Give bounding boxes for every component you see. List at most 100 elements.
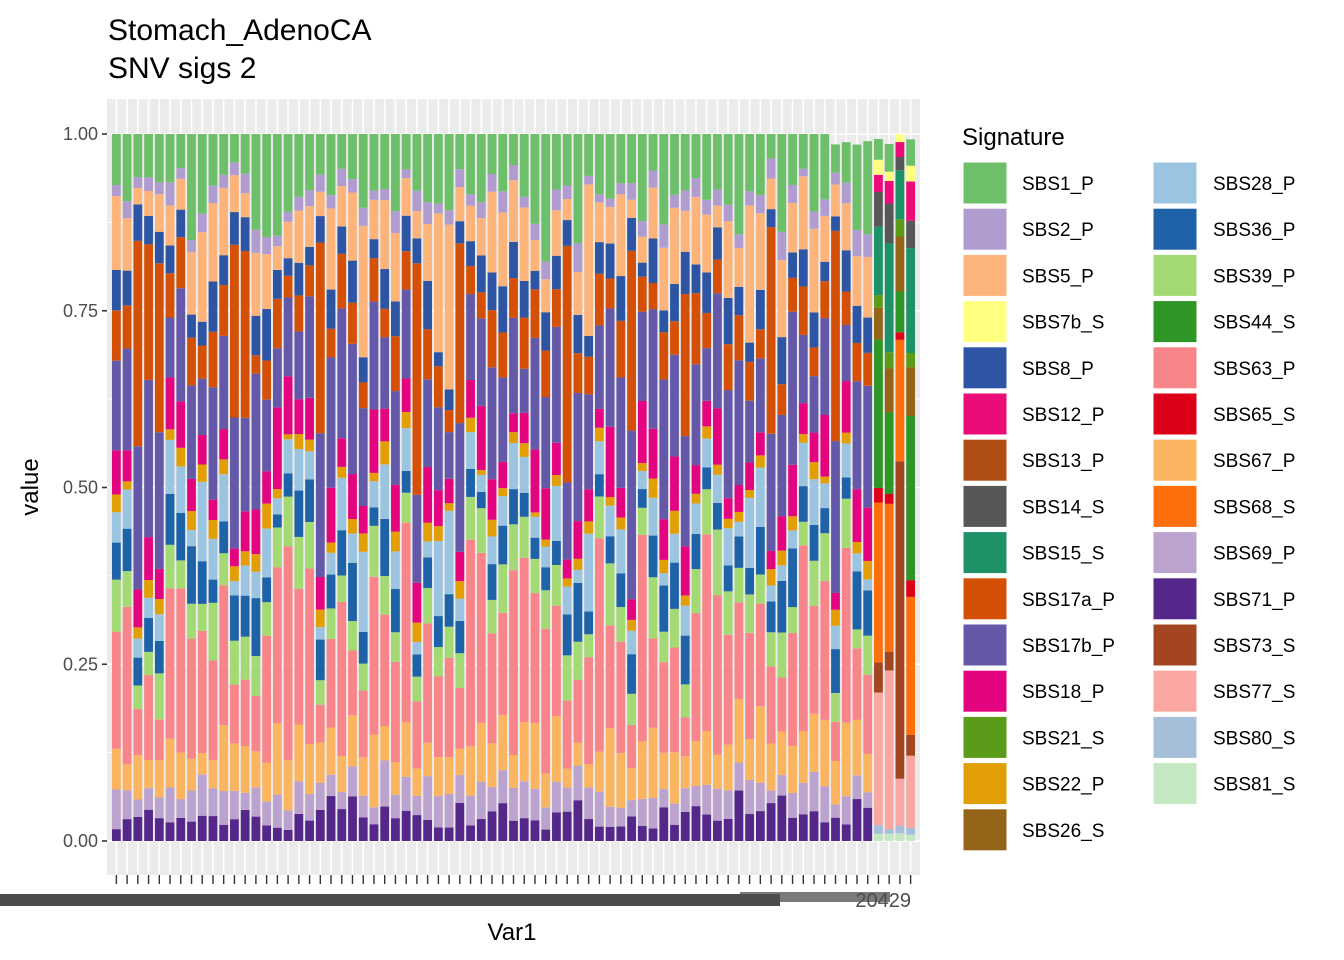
bar-segment-sbs18-p [841,381,851,433]
bar-segment-sbs2-p [165,182,175,206]
bar-segment-sbs5-p [605,207,615,244]
bar-segment-sbs8-p [831,216,840,231]
bar-segment-sbs67-p [852,719,862,776]
bar-segment-sbs22-p [863,560,873,580]
bar-segment-sbs67-p [713,754,722,789]
bar-segment-sbs36-p [723,565,733,592]
legend-key [962,346,1008,390]
bar-segment-sbs5-p [841,203,851,251]
bar-segment-sbs71-p [401,810,411,841]
bar-segment-sbs17b-p [358,408,368,506]
bar-segment-sbs5-p [412,211,422,239]
bar-segment-sbs71-p [197,815,207,841]
bar-segment-sbs65-s [906,580,916,597]
legend-key [1152,392,1198,436]
bar-segment-sbs22-p [165,429,175,440]
bar-segment-sbs67-p [466,746,475,796]
bar-segment-sbs39-p [230,640,239,685]
legend-label: SBS14_S [1022,497,1104,518]
bar-segment-sbs44-s [884,412,894,494]
bar-segment-sbs69-p [659,789,669,808]
bar-segment-sbs67-p [809,713,819,772]
bar-segment-sbs22-p [380,441,390,465]
bar-segment-sbs67-p [326,727,336,775]
bar-segment-sbs36-p [165,493,175,545]
bar-segment-sbs22-p [841,432,851,444]
bar-segment-sbs69-p [766,790,776,804]
bar-segment-sbs71-p [358,817,368,841]
bar-segment-sbs8-p [176,209,186,238]
bar-segment-sbs22-p [702,426,712,439]
bar-segment-sbs39-p [358,663,368,691]
bar-segment-sbs67-p [111,748,121,790]
bar-segment-sbs18-p [605,426,615,498]
bar-segment-sbs21-s [906,352,916,368]
bar-segment-sbs63-p [466,539,475,747]
bar-segment-sbs28-p [466,432,475,469]
bar-segment-sbs17b-p [315,433,325,578]
bar-segment-sbs39-p [369,525,379,577]
bar-segment-sbs22-p [337,466,347,478]
legend-label: SBS44_S [1213,313,1295,334]
bar-segment-sbs39-p [133,685,143,709]
bar-segment-sbs18-p [659,519,669,560]
bar-segment-sbs5-p [616,194,626,277]
bar-segment-sbs39-p [852,629,862,649]
legend-label: SBS2_P [1022,220,1094,241]
bar-segment-sbs28-p [326,552,336,575]
bar-segment-sbs2-p [798,168,808,177]
bar-segment-sbs2-p [691,178,701,197]
bar-segment-sbs28-p [552,485,561,541]
bar-segment-sbs39-p [433,647,443,677]
bar-segment-sbs8-p [519,280,529,318]
bar-segment-sbs17a-p [648,283,658,310]
bar-segment-sbs63-p [788,632,797,747]
bar-segment-sbs22-p [605,497,615,506]
bar-segment-sbs8-p [466,241,475,266]
y-tick-label: 0.50 [63,478,98,498]
bar-segment-sbs17a-p [326,328,336,358]
legend-key [1152,300,1198,344]
bar-segment-sbs67-p [841,722,851,797]
bar-segment-sbs39-p [326,608,336,639]
bar-segment-sbs17b-p [702,348,712,401]
bar-segment-sbs2-p [594,194,604,203]
bar-segment-sbs63-p [552,605,561,717]
bar-segment-sbs81-s [906,834,916,841]
bar-segment-sbs39-p [380,576,390,615]
bar-segment-sbs71-p [820,822,830,841]
bar-segment-sbs67-p [627,768,636,801]
legend-label: SBS1_P [1022,174,1094,195]
bar-segment-sbs18-p [176,401,186,448]
bar-segment-sbs67-p [433,757,443,797]
bar-segment-sbs17b-p [391,391,400,485]
bar-segment-sbs17b-p [122,348,132,451]
bar-segment-sbs28-p [852,553,862,572]
bar-segment-sbs17b-p [734,360,744,486]
bar-segment-sbs67-p [788,746,797,794]
bar-segment-sbs8-p [133,204,143,241]
bar-segment-sbs5-p [509,180,518,242]
bar-segment-sbs2-p [562,185,572,199]
bar-segment-sbs71-p [509,820,518,841]
bar-segment-sbs69-p [315,782,325,810]
bar-segment-sbs5-p [755,213,765,290]
bar-segment-sbs63-p [605,625,615,729]
bar-segment-sbs8-p [637,262,647,277]
bar-segment-sbs63-p [444,657,454,758]
bar-segment-sbs8-p [230,212,239,245]
bar-segment-sbs22-p [122,481,132,490]
bar-segment-sbs68-s [895,339,905,462]
bar-segment-sbs5-p [562,198,572,221]
bar-segment-sbs1-p [723,134,733,205]
bar-segment-sbs1-p [841,142,851,183]
bar-segment-sbs2-p [208,185,218,203]
bar-segment-sbs17b-p [272,348,282,408]
legend-key [962,438,1008,482]
bar-segment-sbs67-p [670,752,679,804]
bar-segment-sbs28-p [509,442,518,490]
bar-segment-sbs5-p [111,196,121,271]
bar-segment-sbs71-p [154,818,164,841]
bar-segment-sbs17b-p [691,364,701,466]
bar-segment-sbs18-p [584,489,594,522]
